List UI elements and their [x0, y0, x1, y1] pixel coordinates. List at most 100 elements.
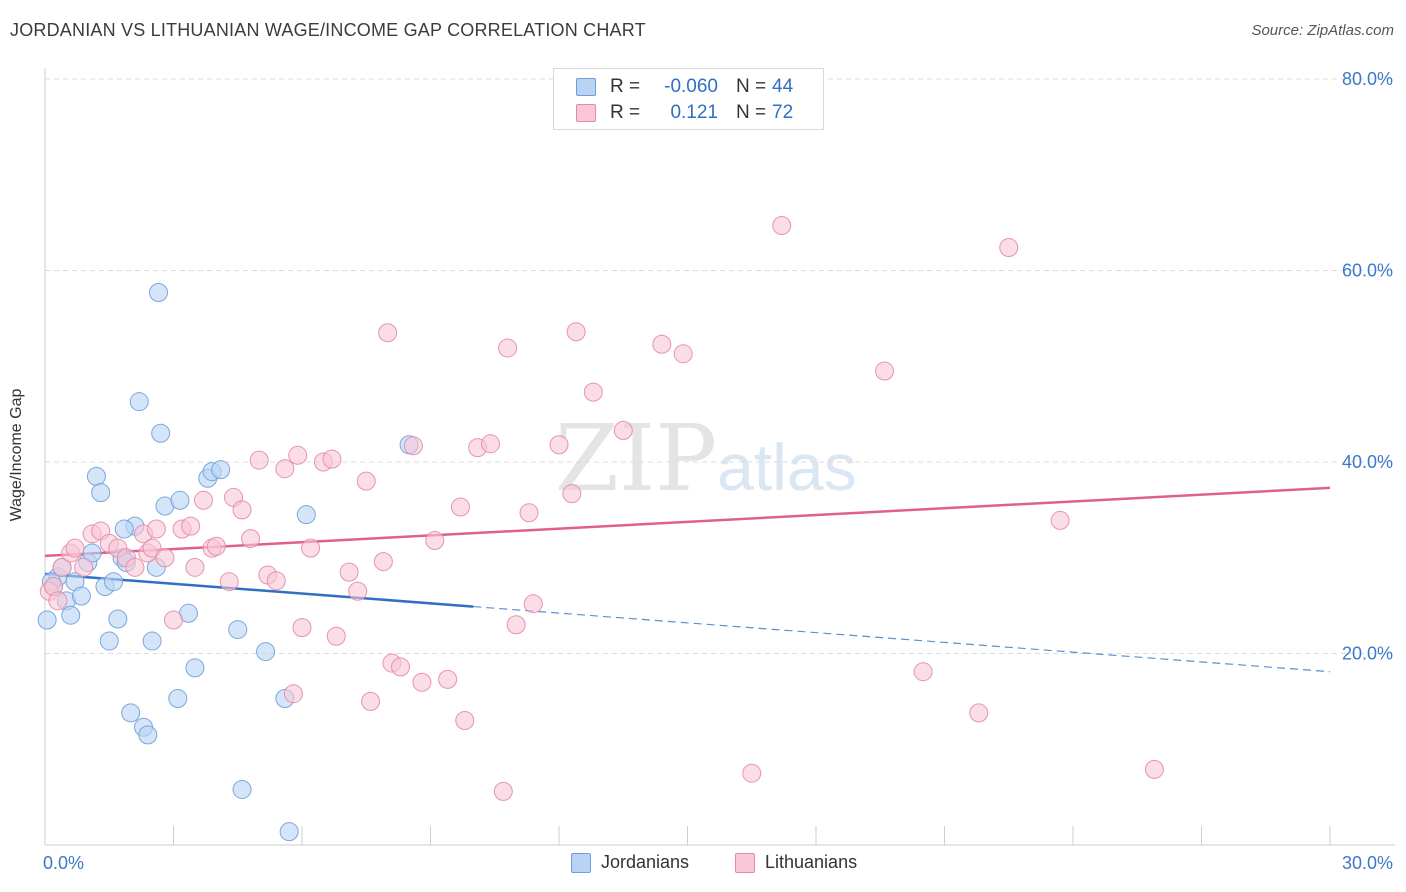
jordanian-point	[168, 689, 188, 709]
lithuanian-point	[125, 557, 145, 577]
lithuanian-point	[206, 536, 226, 556]
lithuanian-point	[583, 382, 603, 402]
lithuanian-point	[1050, 510, 1070, 530]
axes	[44, 68, 1395, 846]
lithuanian-point	[326, 626, 346, 646]
jordanian-point	[149, 283, 169, 303]
legend-r-label: R =	[610, 102, 641, 123]
jordanian-point	[138, 725, 158, 745]
source-label: Source: ZipAtlas.com	[1251, 22, 1394, 39]
lithuanian-point	[361, 691, 381, 711]
jordanian-point	[142, 631, 162, 651]
jordanian-point	[232, 779, 252, 799]
grid-lines	[45, 78, 1395, 654]
jordanian-point	[104, 572, 124, 592]
jordanian-point	[61, 605, 81, 625]
jordanian-point	[296, 505, 316, 525]
lithuanian-point	[74, 557, 94, 577]
lithuanian-point	[999, 238, 1019, 258]
lithuanian-point	[455, 711, 475, 731]
lithuanian-point	[566, 322, 586, 342]
lithuanian-point	[185, 557, 205, 577]
legend-r-value: 0.121	[670, 102, 718, 123]
jordanian-point	[129, 392, 149, 412]
lithuanian-point	[164, 610, 183, 630]
x-tick-label: 0.0%	[43, 853, 84, 873]
jordanian-point	[170, 490, 190, 510]
lithuanian-point	[292, 618, 312, 638]
lithuanian-point	[913, 662, 933, 682]
lithuanian-point	[498, 338, 518, 358]
lithuanian-point	[450, 497, 470, 517]
lithuanian-point	[232, 500, 252, 520]
lithuanian-point	[742, 763, 762, 783]
lithuanian-point	[403, 436, 423, 456]
jordanian-point	[71, 586, 91, 606]
jordanian-point	[228, 620, 248, 640]
jordanian-point	[279, 822, 299, 842]
lithuanian-point	[412, 672, 432, 692]
legend-swatch-jordanians	[571, 853, 591, 873]
lithuanian-point	[266, 571, 286, 591]
legend-n-label: N =	[736, 102, 767, 123]
y-tick-label: 80.0%	[1342, 69, 1393, 89]
watermark-atlas: atlas	[717, 430, 857, 504]
lithuanian-point	[519, 503, 539, 523]
lithuanian-point	[1144, 759, 1164, 779]
lithuanian-point	[549, 435, 569, 455]
lithuanian-point	[193, 490, 213, 510]
jordanian-point	[86, 466, 106, 486]
lithuanian-point	[438, 669, 458, 689]
lithuanian-point	[241, 529, 261, 549]
legend-n-value: 44	[772, 76, 794, 97]
jordanian-point	[151, 423, 171, 443]
y-tick-label: 20.0%	[1342, 644, 1393, 664]
lithuanian-point	[322, 449, 342, 469]
jordanian-trend-extension	[473, 605, 1331, 673]
x-tick-label: 30.0%	[1342, 853, 1393, 873]
legend-label-jordanians: Jordanians	[601, 852, 690, 872]
lithuanian-trend-line	[44, 486, 1331, 558]
lithuanian-point	[652, 334, 672, 354]
legend-swatch-lithuanians	[735, 853, 755, 873]
lithuanian-point	[523, 594, 543, 614]
lithuanian-point	[275, 459, 295, 479]
legend-r-label: R =	[610, 76, 641, 97]
lithuanian-point	[348, 581, 368, 601]
y-tick-label: 60.0%	[1342, 261, 1393, 281]
lithuanian-point	[506, 615, 526, 635]
lithuanian-point	[673, 344, 693, 364]
lithuanian-point	[493, 781, 513, 801]
data-points	[37, 215, 1164, 842]
lithuanian-point	[339, 562, 359, 582]
lithuanian-point	[288, 445, 308, 465]
lithuanian-point	[142, 538, 162, 558]
tick-labels: 20.0% 40.0% 60.0% 80.0% 0.0% 30.0%	[43, 69, 1393, 873]
legend-r-value: -0.060	[664, 76, 718, 97]
jordanian-point	[121, 703, 141, 723]
lithuanian-point	[219, 572, 239, 592]
lithuanian-point	[373, 552, 393, 572]
legend-swatch-jordanians	[576, 78, 596, 96]
lithuanian-point	[249, 450, 269, 470]
jordanian-point	[185, 658, 205, 678]
lithuanian-point	[146, 519, 166, 539]
lithuanian-point	[48, 591, 68, 611]
lithuanian-point	[875, 361, 895, 381]
jordanian-point	[37, 610, 57, 630]
lithuanian-point	[155, 548, 175, 568]
legend-n-value: 72	[772, 102, 794, 123]
correlation-legend: R = -0.060 N = 44 R = 0.121 N = 72	[553, 68, 824, 130]
legend-n-label: N =	[736, 76, 767, 97]
jordanian-point	[114, 519, 134, 539]
lithuanian-point	[425, 531, 445, 551]
jordanian-point	[91, 483, 111, 503]
lithuanian-point	[356, 471, 376, 491]
lithuanian-point	[613, 420, 633, 440]
lithuanian-point	[52, 557, 72, 577]
lithuanian-point	[378, 323, 398, 343]
jordanian-point	[99, 631, 119, 651]
lithuanian-point	[772, 215, 792, 235]
lithuanian-point	[283, 684, 303, 704]
